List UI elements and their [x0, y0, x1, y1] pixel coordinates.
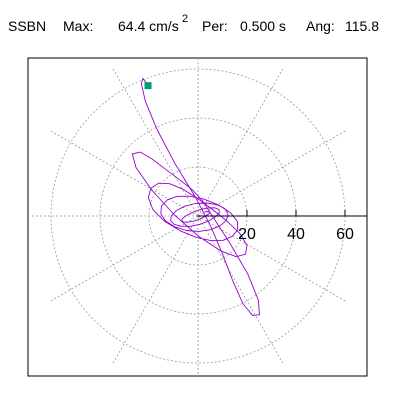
trace-start-marker	[144, 82, 152, 90]
chart-header: SSBN Max: 64.4 cm/s 2 Per: 0.500 s Ang: …	[0, 0, 400, 44]
angle-value: 115.8	[345, 18, 379, 34]
grid-spoke-120	[111, 67, 199, 217]
period-label: Per:	[202, 18, 228, 34]
angle-label: Ang:	[306, 18, 335, 34]
grid-spoke-150	[49, 129, 199, 217]
station-code: SSBN	[8, 18, 47, 34]
radial-tick-label-2: 60	[336, 226, 354, 243]
grid-spoke-60	[197, 67, 285, 217]
radial-axis: 20 40 60	[198, 210, 367, 243]
max-value: 64.4 cm/s	[118, 18, 179, 34]
max-label: Max:	[63, 18, 94, 34]
grid-spoke-210	[49, 215, 199, 303]
radial-tick-label-0: 20	[238, 226, 256, 243]
period-value: 0.500 s	[240, 18, 286, 34]
max-unit-exponent: 2	[182, 13, 189, 25]
marker-group	[144, 82, 152, 90]
grid-spoke-30	[197, 129, 347, 217]
radial-tick-label-1: 40	[287, 226, 305, 243]
grid-spoke-240	[111, 215, 199, 365]
grid-spoke-330	[197, 215, 347, 303]
